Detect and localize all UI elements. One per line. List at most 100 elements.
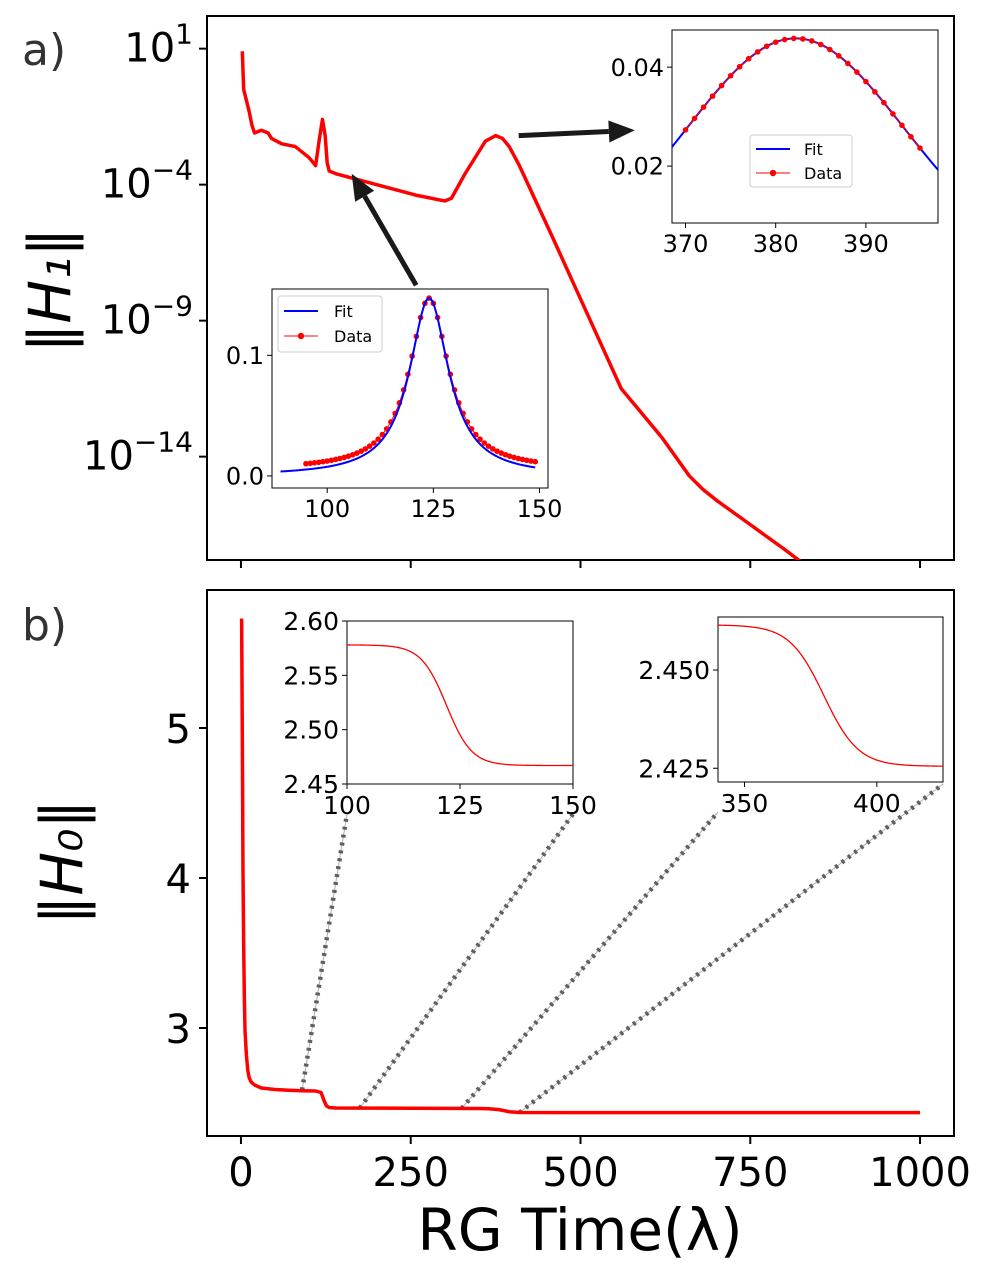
- panel-b-label: b): [22, 600, 67, 651]
- inset-a1-data-point: [515, 455, 522, 462]
- inset-a1-data-point: [303, 460, 309, 467]
- panel-b-connector-3: [518, 782, 945, 1115]
- panel-b: b) 0 250 500 750 1000 3 4 5 ‖H₀‖ RG Time(λ): [22, 589, 971, 1264]
- inset-a1-data-point: [481, 440, 488, 446]
- inset-a2-xtick-label-2: 390: [843, 230, 889, 258]
- panel-a-ytick-label-2: 10−9: [101, 290, 193, 344]
- inset-a2-data-point: [908, 133, 914, 140]
- panel-a-arrows: [351, 120, 635, 287]
- inset-a1-xtick-label-1: 125: [410, 495, 456, 523]
- panel-a-arrow-1-head: [608, 120, 635, 143]
- inset-a1-data-point: [311, 460, 318, 466]
- inset-a1-data-point: [328, 457, 335, 464]
- panel-b-xtick-label-1: 250: [373, 1150, 449, 1196]
- panel-b-xtick-label-2: 500: [542, 1150, 618, 1196]
- inset-a2-legend-fit-label: Fit: [804, 140, 823, 159]
- inset-b2-xtick-label-0: 350: [721, 789, 769, 818]
- panel-a-ytick-label-1: 10−4: [101, 154, 193, 208]
- panel-b-xtick-label-0: 0: [228, 1150, 253, 1196]
- inset-a1-data-point: [498, 450, 505, 456]
- inset-a2-data-point: [691, 115, 698, 122]
- inset-a1-data-point: [358, 448, 364, 454]
- inset-a2-xtick-label-0: 370: [663, 230, 709, 258]
- inset-b2: 350 400 2.425 2.450: [638, 616, 944, 818]
- inset-a2-data-point: [881, 99, 887, 106]
- panel-a-ytick-label-0: 101: [124, 18, 193, 72]
- inset-a1-data-point: [337, 455, 343, 462]
- panel-b-connector-1-guide: [359, 813, 574, 1109]
- inset-b1-ytick-label-2: 2.55: [283, 661, 339, 690]
- panel-b-connector-2: [459, 810, 720, 1110]
- panel-b-xticks: 0 250 500 750 1000: [228, 1136, 971, 1196]
- inset-a2-data-point: [727, 72, 734, 79]
- inset-a2-data-point: [872, 89, 878, 95]
- panel-a-ylabel: ‖H₁‖: [16, 228, 84, 353]
- inset-a2-data-point: [817, 41, 824, 48]
- inset-a2-data-point: [754, 49, 761, 55]
- panel-a-ytick-label-3: 10−14: [83, 426, 193, 480]
- inset-b2-ytick-label-1: 2.450: [638, 656, 710, 685]
- inset-a1-data-point: [345, 453, 352, 459]
- inset-a2-data-point: [709, 93, 716, 99]
- inset-a2-ticks: 370 380 390 0.02 0.04: [611, 54, 889, 258]
- inset-a1-data-point: [362, 446, 369, 452]
- inset-a1-legend-data-label: Data: [334, 327, 372, 346]
- inset-b1-ytick-label-0: 2.45: [283, 770, 339, 799]
- inset-a1-legend-fit-label: Fit: [334, 302, 353, 321]
- inset-a1-data-point: [506, 453, 513, 459]
- panel-a-xticks: [239, 560, 922, 568]
- inset-a1: 100 125 150 0.0 0.1 Fit Data: [226, 288, 563, 523]
- panel-b-xtick-label-3: 750: [712, 1150, 788, 1196]
- inset-a2-data-point: [890, 111, 896, 117]
- inset-b1-ticks: 100 125 150 2.45 2.50 2.55 2.60: [283, 607, 597, 820]
- inset-b1-ytick-label-1: 2.50: [283, 716, 339, 745]
- inset-a1-legend-data-marker: [297, 332, 305, 340]
- panel-a-yticks: 101 10−4 10−9 10−14: [83, 18, 207, 480]
- inset-a2-data-point: [826, 46, 833, 53]
- panel-b-series-line: [239, 618, 921, 1115]
- inset-b1-ytick-label-3: 2.60: [283, 607, 339, 636]
- inset-b2-ticks: 350 400 2.425 2.450: [638, 656, 900, 818]
- inset-a1-data-point: [349, 451, 356, 458]
- inset-a2-data-point: [718, 82, 725, 89]
- inset-a2-data-point: [790, 35, 797, 42]
- inset-a2-data-point: [836, 53, 842, 59]
- inset-b1-xtick-label-0: 100: [323, 791, 371, 820]
- panel-a-series-line: [240, 51, 802, 560]
- panel-b-yticks: 3 4 5: [166, 707, 207, 1053]
- inset-a1-ytick-label-1: 0.1: [226, 342, 264, 370]
- figure-xlabel: RG Time(λ): [417, 1196, 742, 1264]
- inset-a2-data-point: [854, 69, 860, 75]
- inset-a1-data-point: [523, 457, 530, 464]
- inset-a1-data-point: [528, 458, 534, 464]
- inset-a2-data-point: [772, 39, 779, 45]
- inset-a1-data-point: [371, 440, 377, 446]
- inset-b1-xtick-label-2: 150: [549, 791, 597, 820]
- inset-a1-data-point: [366, 443, 373, 450]
- inset-a2-data-point: [808, 38, 815, 44]
- inset-b2-series-line: [718, 624, 943, 767]
- inset-b1-series-line: [347, 644, 573, 767]
- inset-a2-data-point: [845, 60, 851, 67]
- inset-a1-legend: Fit Data: [277, 295, 383, 353]
- panel-a-arrow-0-shaft: [362, 195, 419, 287]
- panel-b-connector-0: [299, 813, 350, 1091]
- panel-b-xtick-label-4: 1000: [869, 1150, 971, 1196]
- inset-a1-data-point: [490, 446, 496, 452]
- inset-a2-data-point: [899, 122, 905, 129]
- inset-a2-data-point: [736, 63, 743, 70]
- inset-a1-ticks: 100 125 150 0.0 0.1: [226, 342, 563, 523]
- inset-a2-ytick-label-0: 0.02: [611, 153, 664, 181]
- inset-a2-data-point: [745, 55, 752, 62]
- inset-a1-data-point: [519, 456, 526, 463]
- panel-b-ytick-label-0: 3: [166, 1007, 191, 1053]
- panel-b-connectors: [299, 782, 945, 1115]
- inset-a2-xtick-label-1: 380: [753, 230, 799, 258]
- panel-b-ytick-label-1: 4: [166, 857, 191, 903]
- panel-b-ylabel: ‖H₀‖: [28, 800, 96, 925]
- inset-a2-data-point: [799, 36, 806, 42]
- inset-b2-xtick-label-1: 400: [853, 789, 901, 818]
- inset-a1-ytick-label-0: 0.0: [226, 463, 264, 491]
- inset-b1-frame: [346, 620, 574, 785]
